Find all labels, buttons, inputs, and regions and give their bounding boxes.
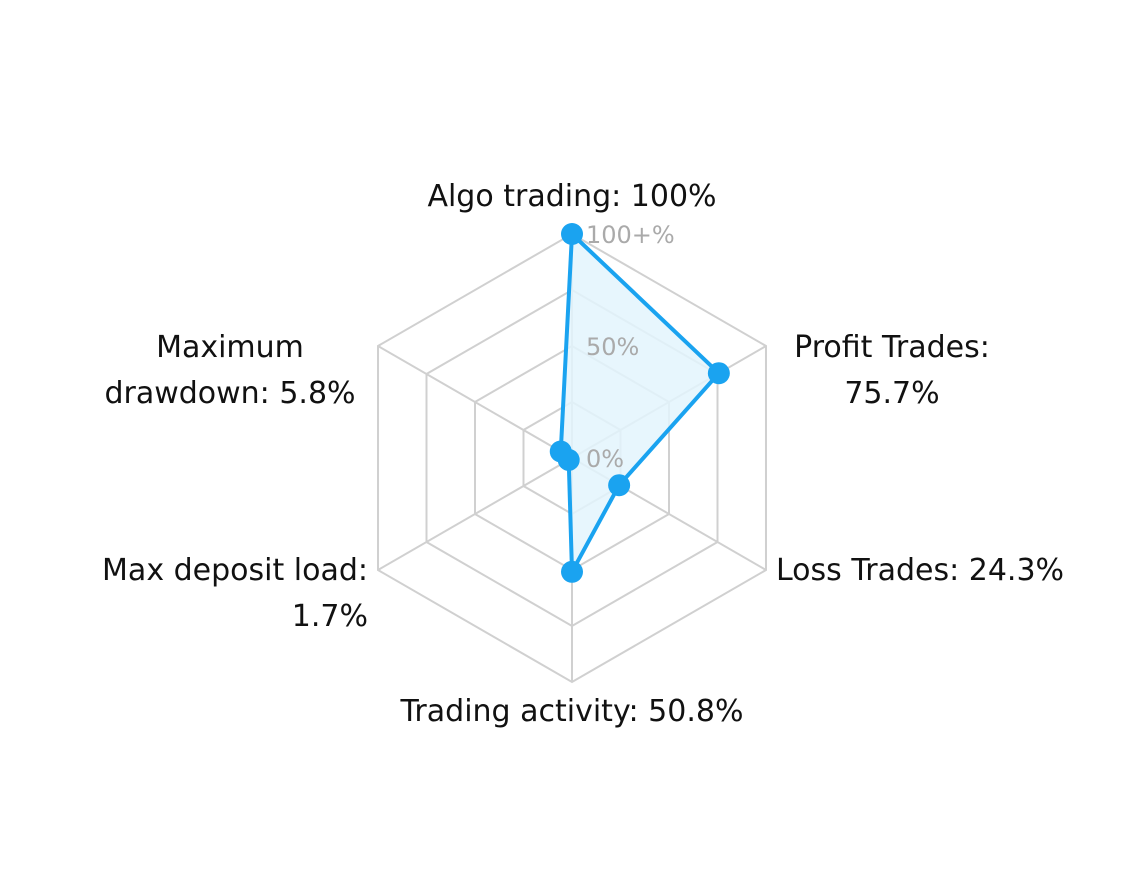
axis-label-line: Max deposit load: — [102, 553, 368, 588]
grid-spoke — [377, 457, 573, 571]
grid-spoke — [377, 345, 573, 459]
radar-axis-labels: Algo trading: 100% Profit Trades: 75.7% Los… — [102, 179, 1064, 729]
axis-label-line: Maximum — [156, 330, 304, 365]
data-point — [707, 362, 730, 385]
axis-label: Algo trading: 100% — [427, 179, 716, 214]
axis-label-line: Trading activity: 50.8% — [400, 694, 744, 729]
axis-label-line: drawdown: 5.8% — [104, 376, 355, 411]
series-area — [558, 232, 721, 574]
data-point — [561, 223, 583, 245]
tick-label: 0% — [586, 445, 624, 473]
axis-label-line: Loss Trades: 24.3% — [776, 553, 1064, 588]
data-point — [608, 474, 631, 497]
tick-label: 50% — [586, 333, 639, 361]
axis-label: Max deposit load: 1.7% — [102, 553, 368, 634]
axis-label: Trading activity: 50.8% — [400, 694, 744, 729]
axis-label-line: 75.7% — [844, 376, 939, 411]
data-point — [549, 440, 572, 463]
axis-label: Loss Trades: 24.3% — [776, 553, 1064, 588]
tick-label: 100+% — [586, 221, 675, 249]
axis-label-line: 1.7% — [292, 599, 368, 634]
radar-tick-labels: 100+% 50% 0% — [586, 221, 675, 473]
axis-label-line: Profit Trades: — [794, 330, 990, 365]
data-point — [561, 560, 583, 583]
radar-series — [549, 223, 730, 583]
axis-label: Profit Trades: 75.7% — [794, 330, 990, 411]
axis-label-line: Algo trading: 100% — [427, 179, 716, 214]
axis-label: Maximum drawdown: 5.8% — [104, 330, 355, 411]
